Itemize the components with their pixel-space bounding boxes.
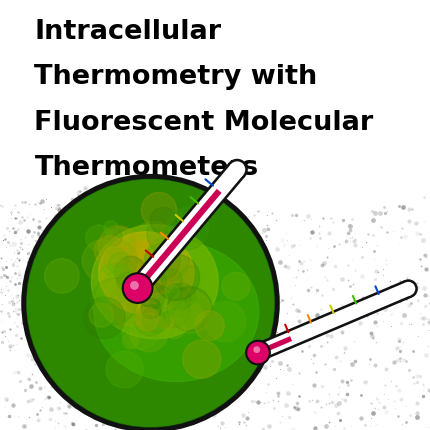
Circle shape xyxy=(127,288,165,326)
Circle shape xyxy=(229,161,245,178)
Circle shape xyxy=(247,342,269,363)
Circle shape xyxy=(255,341,273,359)
Circle shape xyxy=(130,281,139,290)
Polygon shape xyxy=(0,185,430,430)
Circle shape xyxy=(106,351,143,388)
Circle shape xyxy=(150,295,164,309)
Circle shape xyxy=(24,176,277,430)
Circle shape xyxy=(131,271,147,287)
Circle shape xyxy=(253,346,260,353)
Circle shape xyxy=(135,273,151,290)
Circle shape xyxy=(104,248,129,272)
Circle shape xyxy=(117,272,135,291)
Circle shape xyxy=(166,284,183,300)
Circle shape xyxy=(160,292,184,316)
Circle shape xyxy=(95,263,135,304)
Circle shape xyxy=(161,269,182,290)
Circle shape xyxy=(183,340,221,378)
Circle shape xyxy=(141,298,162,319)
Circle shape xyxy=(150,207,177,234)
Circle shape xyxy=(135,305,166,336)
Circle shape xyxy=(160,315,174,329)
Ellipse shape xyxy=(114,241,178,297)
Text: Thermometers: Thermometers xyxy=(34,155,258,181)
Circle shape xyxy=(205,301,246,342)
Circle shape xyxy=(245,340,271,365)
Ellipse shape xyxy=(98,232,194,314)
Circle shape xyxy=(195,311,224,341)
Circle shape xyxy=(155,293,190,328)
Circle shape xyxy=(104,227,135,259)
Circle shape xyxy=(226,159,248,180)
Circle shape xyxy=(154,255,200,300)
Polygon shape xyxy=(261,283,411,356)
Circle shape xyxy=(402,282,415,296)
Polygon shape xyxy=(135,163,246,289)
Circle shape xyxy=(114,256,146,288)
Circle shape xyxy=(130,313,168,352)
Circle shape xyxy=(135,307,159,331)
Circle shape xyxy=(98,226,139,267)
Circle shape xyxy=(142,304,170,332)
Circle shape xyxy=(94,236,124,266)
Circle shape xyxy=(141,192,177,228)
Circle shape xyxy=(143,269,166,292)
Text: Fluorescent Molecular: Fluorescent Molecular xyxy=(34,110,374,135)
Circle shape xyxy=(109,281,154,326)
Circle shape xyxy=(84,297,125,338)
Circle shape xyxy=(175,302,203,329)
Circle shape xyxy=(129,221,176,268)
Circle shape xyxy=(166,301,188,324)
Circle shape xyxy=(28,180,273,426)
Circle shape xyxy=(399,280,418,298)
Circle shape xyxy=(108,252,132,276)
Circle shape xyxy=(139,283,166,309)
Circle shape xyxy=(104,221,118,235)
Circle shape xyxy=(91,278,137,324)
Circle shape xyxy=(122,272,154,304)
Circle shape xyxy=(100,241,138,278)
Circle shape xyxy=(82,240,124,281)
Circle shape xyxy=(132,271,154,292)
Circle shape xyxy=(168,288,191,311)
Circle shape xyxy=(166,207,209,250)
Circle shape xyxy=(123,333,138,349)
Circle shape xyxy=(165,284,179,299)
Polygon shape xyxy=(260,280,412,359)
Circle shape xyxy=(170,283,195,309)
Ellipse shape xyxy=(94,242,259,381)
Circle shape xyxy=(169,290,212,333)
Circle shape xyxy=(104,227,122,246)
Circle shape xyxy=(163,316,185,339)
Polygon shape xyxy=(140,189,221,285)
Ellipse shape xyxy=(91,224,218,339)
Circle shape xyxy=(257,343,271,357)
Circle shape xyxy=(122,313,159,350)
Circle shape xyxy=(140,252,161,273)
Circle shape xyxy=(147,211,192,256)
Circle shape xyxy=(222,272,250,300)
Circle shape xyxy=(179,266,206,292)
Circle shape xyxy=(124,274,151,302)
Circle shape xyxy=(145,237,189,281)
Circle shape xyxy=(144,243,180,279)
Circle shape xyxy=(167,286,212,332)
Circle shape xyxy=(106,268,134,296)
Circle shape xyxy=(44,258,79,293)
Circle shape xyxy=(154,286,172,305)
Circle shape xyxy=(86,225,112,251)
Polygon shape xyxy=(262,336,292,353)
Polygon shape xyxy=(137,164,243,287)
Text: Thermometry with: Thermometry with xyxy=(34,64,318,90)
Circle shape xyxy=(89,303,114,327)
Text: Intracellular: Intracellular xyxy=(34,19,221,45)
